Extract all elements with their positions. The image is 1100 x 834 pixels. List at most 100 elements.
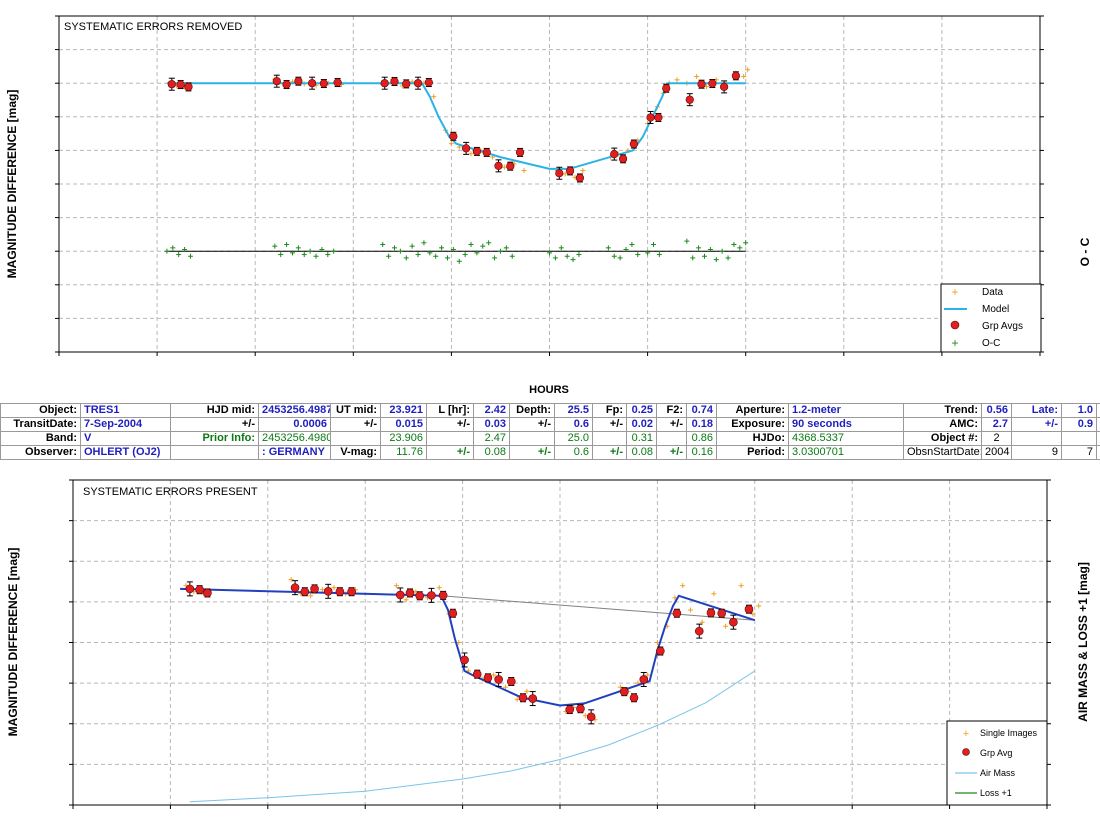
period-value: 3.0300701 bbox=[788, 445, 904, 460]
prior-length-value: 2.47 bbox=[473, 431, 510, 446]
prior-fp-value: 0.31 bbox=[626, 431, 657, 446]
prior-ut-value: 23.906 bbox=[380, 431, 427, 446]
late-err-value: 0.9 bbox=[1061, 417, 1097, 432]
group-average-point bbox=[586, 712, 596, 722]
hjd-mid-label: HJD mid: bbox=[170, 403, 259, 418]
group-average-point bbox=[380, 79, 389, 88]
top-y2-axis-label: O - C bbox=[1078, 237, 1092, 266]
bottom-chart-caption: SYSTEMATIC ERRORS PRESENT bbox=[83, 486, 258, 498]
fp-value: 0.25 bbox=[626, 403, 657, 418]
bottom-y2-axis-label: AIR MASS & LOSS +1 [mag] bbox=[1076, 562, 1090, 722]
group-average-point bbox=[555, 169, 564, 178]
length-err-label: +/- bbox=[426, 417, 474, 432]
object-number-value: 2 bbox=[981, 431, 1012, 446]
length-err-value: 0.03 bbox=[473, 417, 510, 432]
group-average-point bbox=[575, 173, 585, 183]
group-average-point bbox=[427, 591, 436, 600]
group-average-point bbox=[405, 588, 415, 598]
empty-cell bbox=[1096, 431, 1100, 446]
group-average-point bbox=[448, 608, 458, 618]
group-average-point bbox=[494, 675, 503, 684]
transit-date-label: TransitDate: bbox=[0, 417, 81, 432]
hjdo-label: HJDo: bbox=[716, 431, 789, 446]
group-average-point bbox=[176, 80, 185, 89]
info-row-1: Object: TRES1 HJD mid: 2453256.4987 UT m… bbox=[0, 403, 1100, 418]
prior-f2-value: 0.86 bbox=[686, 431, 717, 446]
empty-cell bbox=[656, 431, 687, 446]
bottom-plot-area bbox=[72, 479, 1048, 806]
top-data-marks bbox=[164, 67, 751, 264]
prior-depth-value: 25.0 bbox=[554, 431, 593, 446]
bottom-data-marks bbox=[180, 577, 762, 803]
fp-label: Fp: bbox=[592, 403, 627, 418]
hjd-err-value: 0.0006 bbox=[258, 417, 331, 432]
late-unit: min bbox=[1096, 403, 1100, 418]
depth-value: 25.5 bbox=[554, 403, 593, 418]
group-average-point bbox=[731, 71, 740, 80]
aperture-value: 1.2-meter bbox=[788, 403, 904, 418]
legend-data-label: Data bbox=[982, 287, 1004, 298]
late-value: 1.0 bbox=[1061, 403, 1097, 418]
late-err-label: +/- bbox=[1011, 417, 1062, 432]
legend-grp-marker bbox=[950, 320, 960, 330]
vmag-label: V-mag: bbox=[330, 445, 381, 460]
group-average-point bbox=[720, 82, 729, 91]
vmag-value: 11.76 bbox=[380, 445, 427, 460]
chart-systematic-errors-removed: SYSTEMATIC ERRORS REMOVED MAGNITUDE DIFF… bbox=[5, 15, 1092, 396]
group-average-point bbox=[629, 139, 638, 149]
group-average-point bbox=[203, 588, 212, 598]
prior-fp-err-label: +/- bbox=[592, 445, 627, 460]
transit-info-table: Object: TRES1 HJD mid: 2453256.4987 UT m… bbox=[0, 403, 1100, 460]
prior-depth-err-label: +/- bbox=[509, 445, 555, 460]
trend-label: Trend: bbox=[903, 403, 982, 418]
period-label: Period: bbox=[716, 445, 789, 460]
group-average-point bbox=[672, 608, 682, 618]
ut-mid-label: UT mid: bbox=[330, 403, 381, 418]
group-average-point bbox=[460, 655, 469, 665]
model-line bbox=[180, 587, 756, 707]
late-label: Late: bbox=[1011, 403, 1062, 418]
group-average-point bbox=[685, 95, 694, 104]
legend-oc-label: O-C bbox=[982, 338, 1000, 349]
group-average-point bbox=[184, 82, 193, 91]
prior-length-err-label: +/- bbox=[426, 445, 474, 460]
exposure-label: Exposure: bbox=[716, 417, 789, 432]
hjd-mid-value: 2453256.4987 bbox=[258, 403, 331, 418]
obsn-start-day: 7 bbox=[1061, 445, 1097, 460]
group-average-point bbox=[195, 585, 204, 594]
group-average-point bbox=[619, 687, 629, 696]
hjdo-value: 4368.5337 bbox=[788, 431, 904, 446]
group-average-point bbox=[515, 148, 525, 157]
group-average-point bbox=[639, 675, 649, 684]
prior-depth-err-value: 0.6 bbox=[554, 445, 593, 460]
object-value: TRES1 bbox=[80, 403, 171, 418]
group-average-point bbox=[335, 587, 345, 597]
f2-err-value: 0.18 bbox=[686, 417, 717, 432]
hjd-err-label: +/- bbox=[170, 417, 259, 432]
group-average-point bbox=[272, 77, 281, 86]
info-row-2: TransitDate: 7-Sep-2004 +/- 0.0006 +/- 0… bbox=[0, 417, 1100, 432]
group-average-point bbox=[310, 584, 319, 594]
air-mass-line bbox=[189, 670, 756, 803]
object-label: Object: bbox=[0, 403, 81, 418]
group-average-point bbox=[449, 132, 458, 141]
info-row-3: Band: V Prior Info: 2453256.4980 23.906 … bbox=[0, 431, 1100, 446]
group-average-point bbox=[618, 154, 628, 163]
empty-cell bbox=[330, 431, 381, 446]
legend-grp-label: Grp Avgs bbox=[982, 321, 1023, 332]
legend-grpavg-label: Grp Avg bbox=[980, 748, 1012, 758]
f2-label: F2: bbox=[656, 403, 687, 418]
amc-value: 2.7 bbox=[981, 417, 1012, 432]
fp-err-label: +/- bbox=[592, 417, 627, 432]
exposure-value: 90 seconds bbox=[788, 417, 904, 432]
legend-airmass-label: Air Mass bbox=[980, 768, 1016, 778]
prior-length-err-value: 0.08 bbox=[473, 445, 510, 460]
observer-value: OHLERT (OJ2) bbox=[80, 445, 171, 460]
empty-cell bbox=[170, 445, 259, 460]
top-legend: + Data Model Grp Avgs + O-C bbox=[940, 283, 1042, 353]
info-row-4: Observer: OHLERT (OJ2) : GERMANY V-mag: … bbox=[0, 445, 1100, 460]
group-average-point bbox=[566, 166, 575, 175]
empty-cell bbox=[592, 431, 627, 446]
group-average-point bbox=[483, 673, 493, 683]
bottom-y-axis-label: MAGNITUDE DIFFERENCE [mag] bbox=[6, 548, 20, 737]
